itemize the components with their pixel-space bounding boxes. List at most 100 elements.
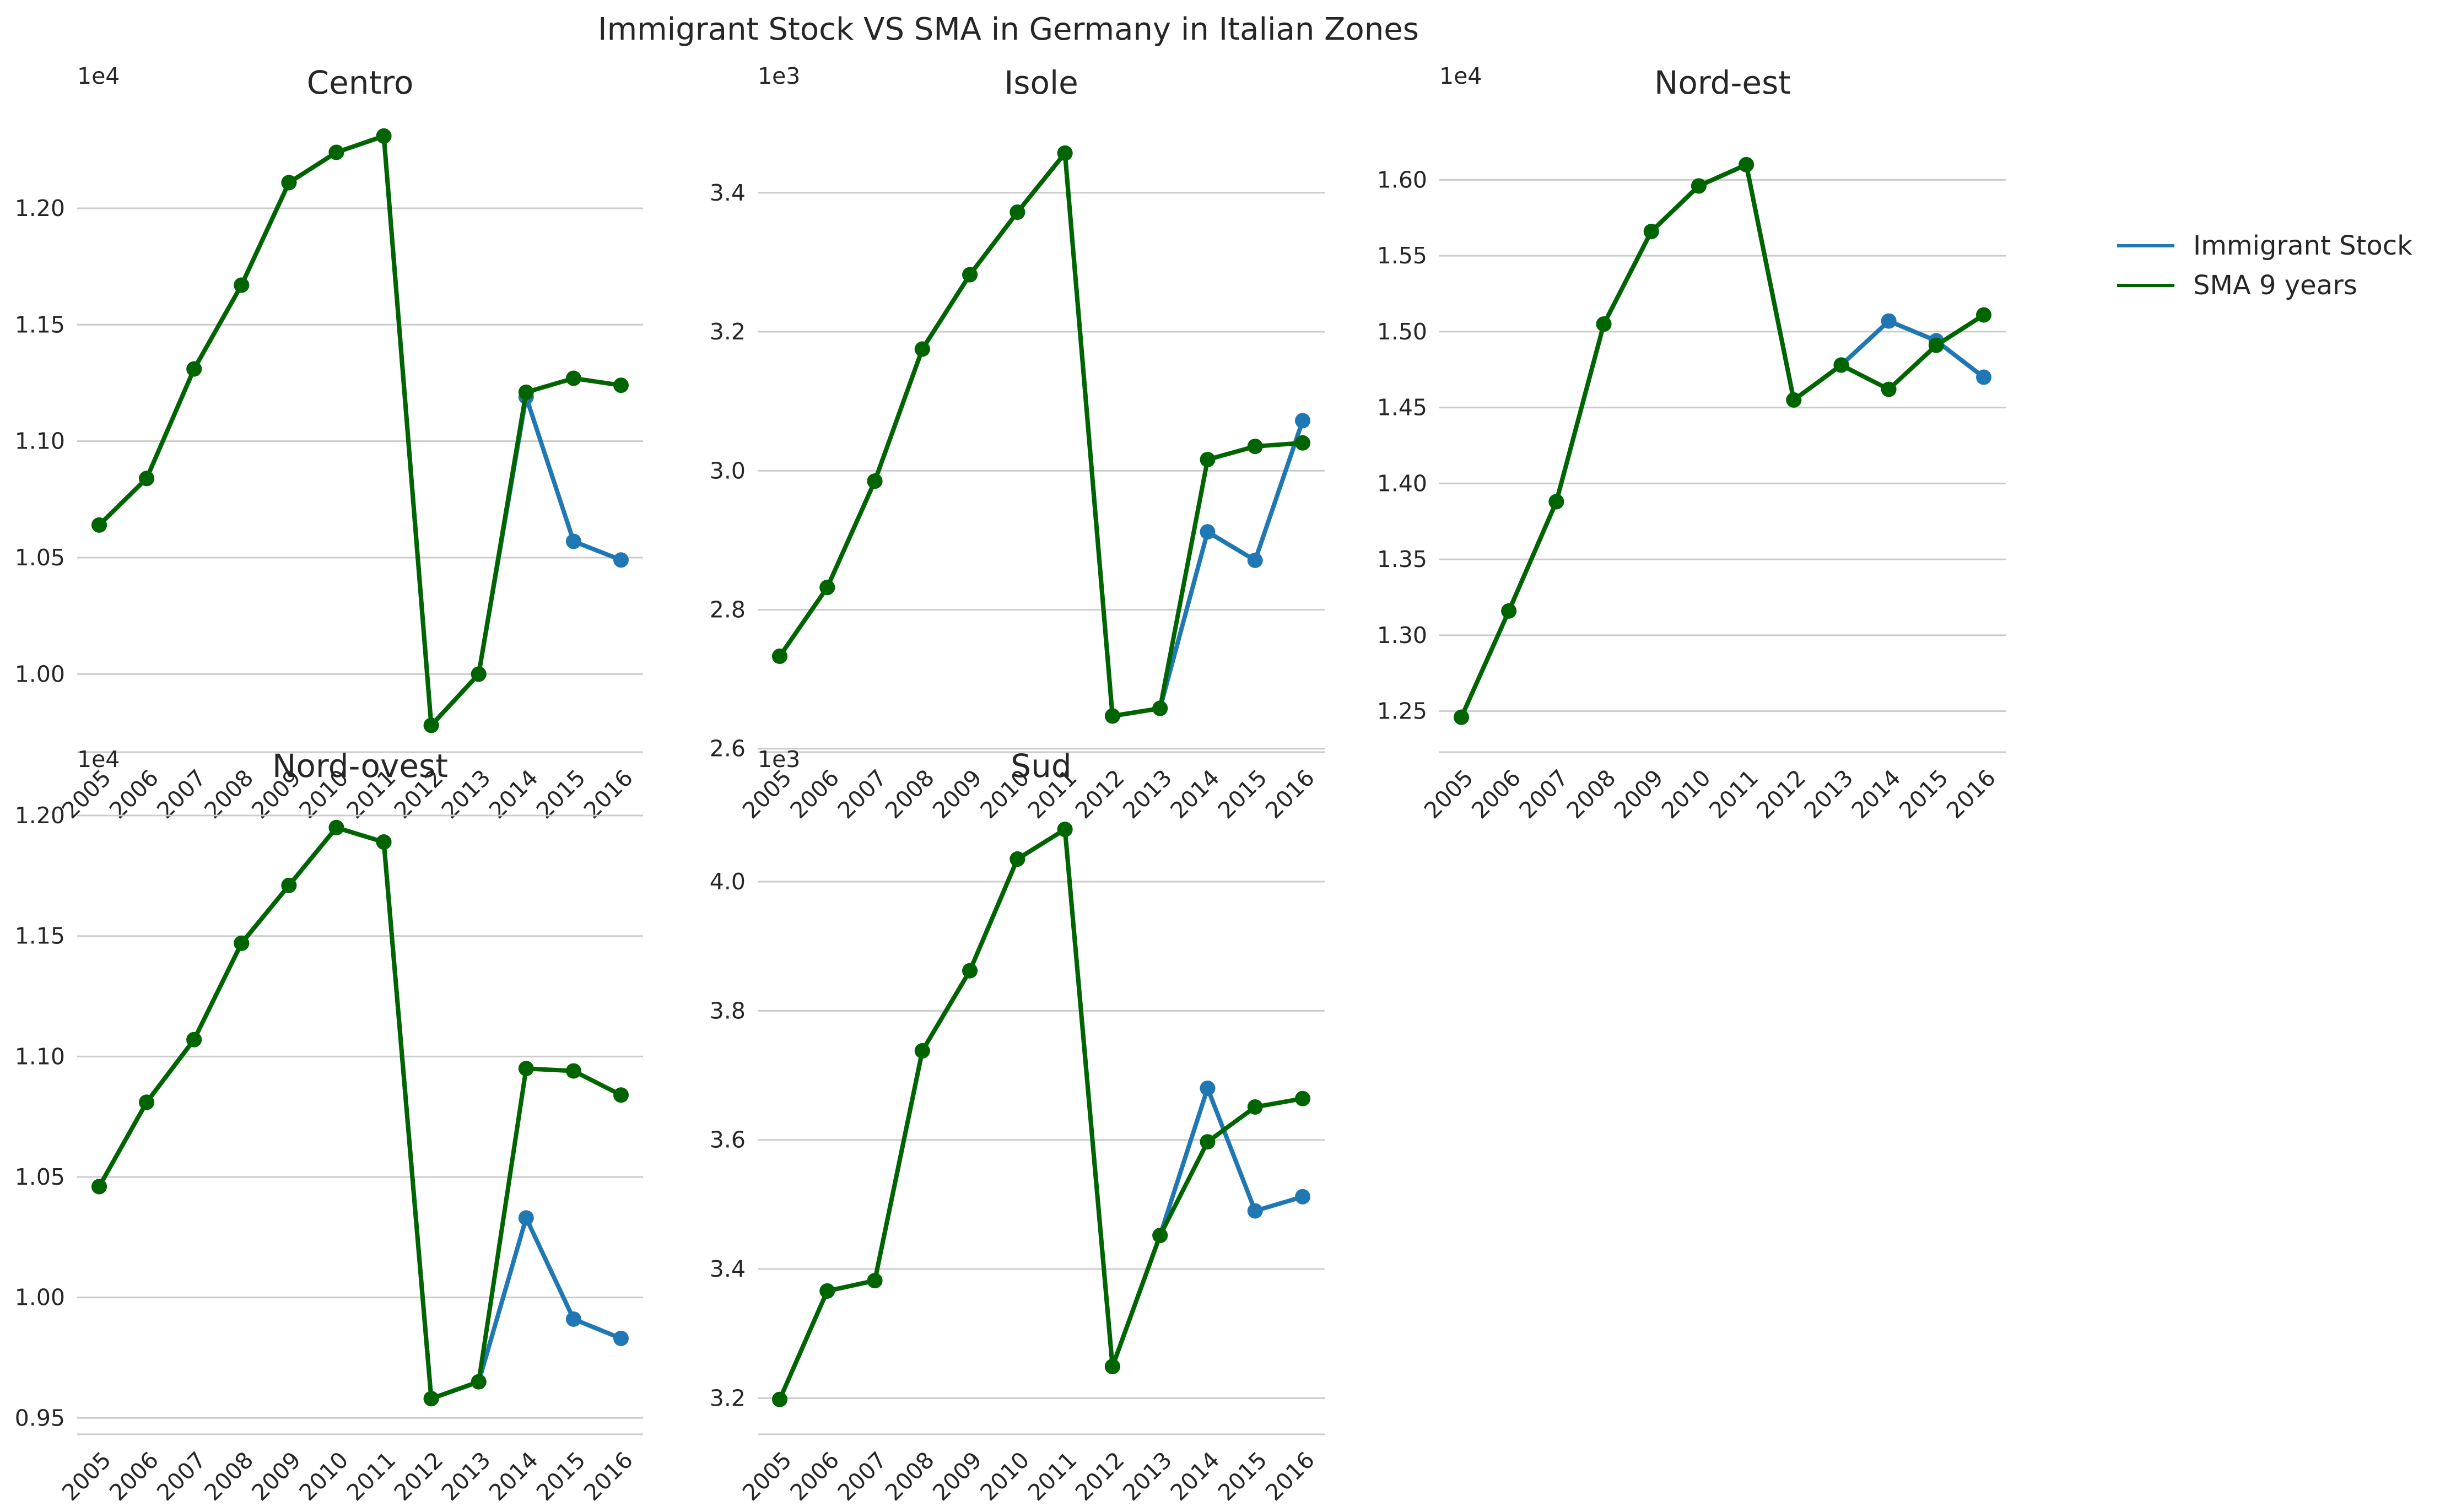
data-point-immigrant-stock	[1976, 369, 1991, 385]
y-tick-label: 4.0	[710, 868, 746, 895]
series-line-sma-9-years	[1459, 162, 1986, 720]
data-point-sma-9-years	[234, 277, 250, 293]
data-point-sma-9-years	[1786, 392, 1802, 408]
series-line-sma-9-years	[778, 150, 1305, 719]
data-point-sma-9-years	[186, 1032, 202, 1047]
data-point-sma-9-years	[1976, 307, 1991, 323]
data-point-immigrant-stock	[1200, 524, 1216, 540]
data-point-sma-9-years	[518, 384, 534, 400]
data-point-sma-9-years	[1057, 145, 1073, 161]
legend-label-sma-9-years: SMA 9 years	[2193, 270, 2357, 301]
data-point-sma-9-years	[1643, 224, 1659, 240]
data-point-sma-9-years	[565, 1063, 581, 1079]
data-point-sma-9-years	[234, 935, 250, 951]
data-point-sma-9-years	[1152, 1228, 1168, 1244]
y-tick-label: 2.6	[710, 736, 746, 762]
y-tick-label: 3.6	[710, 1127, 746, 1153]
subplot-title: Sud	[1011, 747, 1071, 785]
data-point-sma-9-years	[1928, 337, 1944, 353]
y-tick-label: 1.10	[15, 428, 65, 455]
data-point-sma-9-years	[1104, 1358, 1120, 1374]
data-point-sma-9-years	[1596, 316, 1612, 332]
data-point-sma-9-years	[423, 717, 439, 733]
axis-offset-label: 1e3	[758, 63, 800, 89]
data-point-sma-9-years	[518, 1061, 534, 1077]
data-point-immigrant-stock	[1295, 1189, 1310, 1205]
subplot-title: Centro	[307, 64, 414, 101]
data-point-sma-9-years	[1200, 452, 1216, 468]
data-point-sma-9-years	[281, 877, 297, 893]
y-tick-label: 1.40	[1377, 470, 1427, 496]
data-point-sma-9-years	[1295, 1090, 1310, 1106]
y-tick-label: 1.20	[15, 195, 65, 222]
data-point-sma-9-years	[1691, 178, 1707, 194]
data-point-sma-9-years	[1152, 700, 1168, 716]
data-point-sma-9-years	[1548, 494, 1564, 510]
data-point-sma-9-years	[471, 1374, 487, 1390]
y-tick-label: 3.4	[710, 1256, 746, 1282]
y-tick-label: 1.10	[15, 1043, 65, 1070]
axis-offset-label: 1e4	[1439, 63, 1482, 89]
data-point-immigrant-stock	[518, 1210, 534, 1226]
series-line-sma-9-years	[778, 827, 1305, 1402]
data-point-immigrant-stock	[1881, 313, 1897, 329]
y-tick-label: 1.00	[15, 661, 65, 687]
data-point-immigrant-stock	[1247, 552, 1263, 568]
data-point-sma-9-years	[1247, 439, 1263, 455]
legend: Immigrant Stock SMA 9 years	[2117, 230, 2412, 301]
data-point-sma-9-years	[772, 648, 787, 664]
data-point-sma-9-years	[1739, 156, 1755, 172]
data-point-sma-9-years	[1010, 851, 1025, 867]
subplot-title: Isole	[1004, 64, 1078, 101]
data-point-sma-9-years	[328, 144, 344, 160]
axis-offset-label: 1e4	[77, 63, 120, 89]
data-point-immigrant-stock	[613, 1330, 629, 1346]
y-tick-label: 2.8	[710, 596, 746, 623]
data-point-sma-9-years	[1881, 381, 1897, 397]
data-point-sma-9-years	[1833, 357, 1849, 373]
data-point-sma-9-years	[1454, 709, 1469, 725]
data-point-immigrant-stock	[565, 533, 581, 549]
data-point-sma-9-years	[819, 1283, 835, 1299]
data-point-sma-9-years	[867, 1273, 883, 1289]
y-tick-label: 1.50	[1377, 318, 1427, 345]
figure-title: Immigrant Stock VS SMA in Germany in Ita…	[598, 12, 1419, 47]
data-point-sma-9-years	[613, 1087, 629, 1103]
y-tick-label: 1.30	[1377, 622, 1427, 649]
data-point-sma-9-years	[962, 267, 978, 283]
data-point-sma-9-years	[819, 580, 835, 596]
y-tick-label: 1.25	[1377, 698, 1427, 725]
data-point-sma-9-years	[91, 1179, 107, 1195]
data-point-sma-9-years	[1200, 1134, 1216, 1150]
data-point-sma-9-years	[328, 819, 344, 835]
y-tick-label: 3.0	[710, 457, 746, 484]
data-point-immigrant-stock	[1295, 413, 1310, 429]
y-tick-label: 1.60	[1377, 166, 1427, 193]
data-point-sma-9-years	[376, 834, 392, 850]
y-tick-label: 3.4	[710, 180, 746, 206]
data-point-immigrant-stock	[565, 1311, 581, 1327]
data-point-sma-9-years	[613, 377, 629, 393]
series-line-sma-9-years	[97, 825, 623, 1401]
y-tick-label: 3.8	[710, 997, 746, 1024]
axis-offset-label: 1e4	[77, 746, 120, 773]
data-point-sma-9-years	[1104, 708, 1120, 724]
data-point-sma-9-years	[1057, 822, 1073, 838]
axis-offset-label: 1e3	[758, 746, 800, 773]
y-tick-label: 1.15	[15, 311, 65, 338]
data-point-sma-9-years	[914, 1043, 930, 1059]
subplot-title: Nord-ovest	[272, 747, 448, 785]
data-point-sma-9-years	[1295, 435, 1310, 451]
data-point-sma-9-years	[1247, 1099, 1263, 1115]
y-tick-label: 1.15	[15, 923, 65, 949]
data-point-immigrant-stock	[1247, 1203, 1263, 1219]
data-point-sma-9-years	[281, 175, 297, 191]
data-point-sma-9-years	[423, 1391, 439, 1407]
y-tick-label: 1.05	[15, 1164, 65, 1190]
data-point-sma-9-years	[139, 1094, 155, 1110]
y-tick-label: 1.55	[1377, 242, 1427, 269]
data-point-sma-9-years	[186, 361, 202, 377]
y-tick-label: 1.00	[15, 1284, 65, 1311]
y-tick-label: 3.2	[710, 318, 746, 345]
